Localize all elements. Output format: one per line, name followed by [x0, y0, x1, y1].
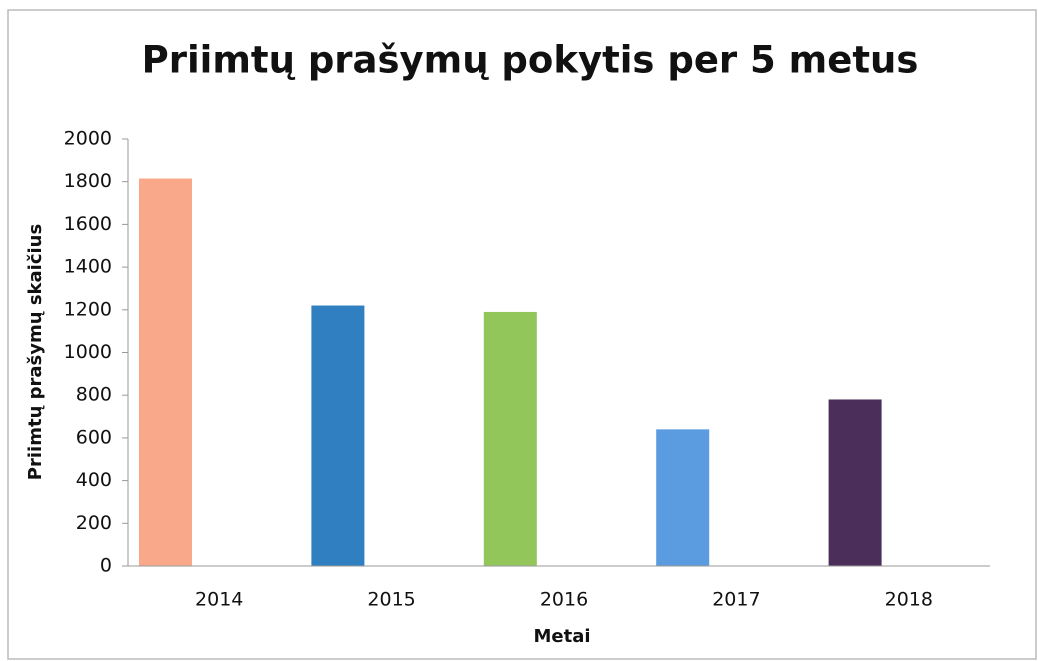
bar: [483, 311, 537, 566]
y-tick-label: 0: [100, 555, 112, 577]
x-tick-label: 2016: [540, 589, 588, 611]
y-tick-label: 1400: [64, 256, 112, 278]
chart-title: Priimtų prašymų pokytis per 5 metus: [142, 39, 919, 82]
chart-frame: [7, 9, 1037, 660]
bar: [828, 399, 882, 566]
bar: [311, 305, 365, 566]
bar: [139, 178, 192, 566]
x-axis-label: Metai: [533, 626, 590, 647]
y-tick-label: 1000: [64, 341, 112, 363]
y-tick-label: 1200: [64, 298, 112, 320]
y-tick-label: 2000: [64, 128, 112, 150]
y-tick-label: 200: [76, 512, 112, 534]
y-axis-label: Priimtų prašymų skaičius: [25, 224, 46, 480]
x-tick-label: 2014: [195, 589, 243, 611]
x-tick-label: 2017: [712, 589, 760, 611]
y-tick-label: 1600: [64, 213, 112, 235]
x-tick-label: 2018: [885, 589, 933, 611]
y-tick-label: 600: [76, 426, 112, 448]
y-tick-label: 400: [76, 469, 112, 491]
y-tick-label: 1800: [64, 170, 112, 192]
x-tick-label: 2015: [367, 589, 415, 611]
y-tick-label: 800: [76, 384, 112, 406]
bar: [656, 429, 710, 566]
